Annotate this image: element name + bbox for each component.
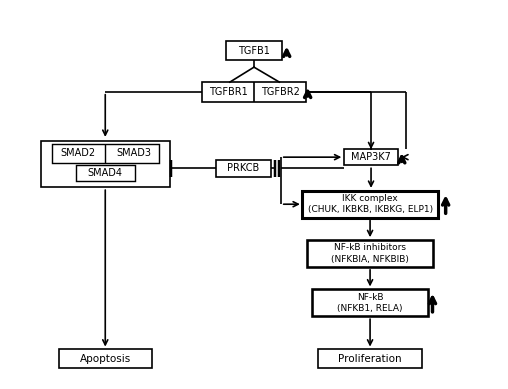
Text: PRKCB: PRKCB bbox=[227, 163, 260, 173]
FancyBboxPatch shape bbox=[59, 349, 151, 368]
Text: SMAD2: SMAD2 bbox=[61, 149, 96, 158]
FancyBboxPatch shape bbox=[312, 289, 428, 316]
Text: TGFBR2: TGFBR2 bbox=[262, 87, 300, 97]
FancyBboxPatch shape bbox=[52, 144, 159, 163]
Text: TGFBR1: TGFBR1 bbox=[209, 87, 248, 97]
Text: SMAD4: SMAD4 bbox=[88, 168, 123, 178]
Text: Apoptosis: Apoptosis bbox=[80, 354, 131, 364]
FancyBboxPatch shape bbox=[318, 349, 423, 368]
Text: TGFB1: TGFB1 bbox=[238, 46, 270, 56]
FancyBboxPatch shape bbox=[307, 240, 433, 267]
Text: MAP3K7: MAP3K7 bbox=[351, 152, 391, 162]
Text: IKK complex
(CHUK, IKBKB, IKBKG, ELP1): IKK complex (CHUK, IKBKB, IKBKG, ELP1) bbox=[307, 194, 433, 214]
FancyBboxPatch shape bbox=[41, 140, 170, 187]
Text: SMAD3: SMAD3 bbox=[116, 149, 151, 158]
Text: NF-kB inhibitors
(NFKBIA, NFKBIB): NF-kB inhibitors (NFKBIA, NFKBIB) bbox=[331, 243, 409, 264]
FancyBboxPatch shape bbox=[76, 165, 135, 181]
Text: NF-kB
(NFKB1, RELA): NF-kB (NFKB1, RELA) bbox=[337, 293, 403, 313]
FancyBboxPatch shape bbox=[216, 160, 271, 177]
FancyBboxPatch shape bbox=[344, 149, 398, 165]
Text: Proliferation: Proliferation bbox=[338, 354, 402, 364]
FancyBboxPatch shape bbox=[202, 82, 306, 102]
FancyBboxPatch shape bbox=[302, 191, 438, 218]
FancyBboxPatch shape bbox=[226, 41, 282, 60]
